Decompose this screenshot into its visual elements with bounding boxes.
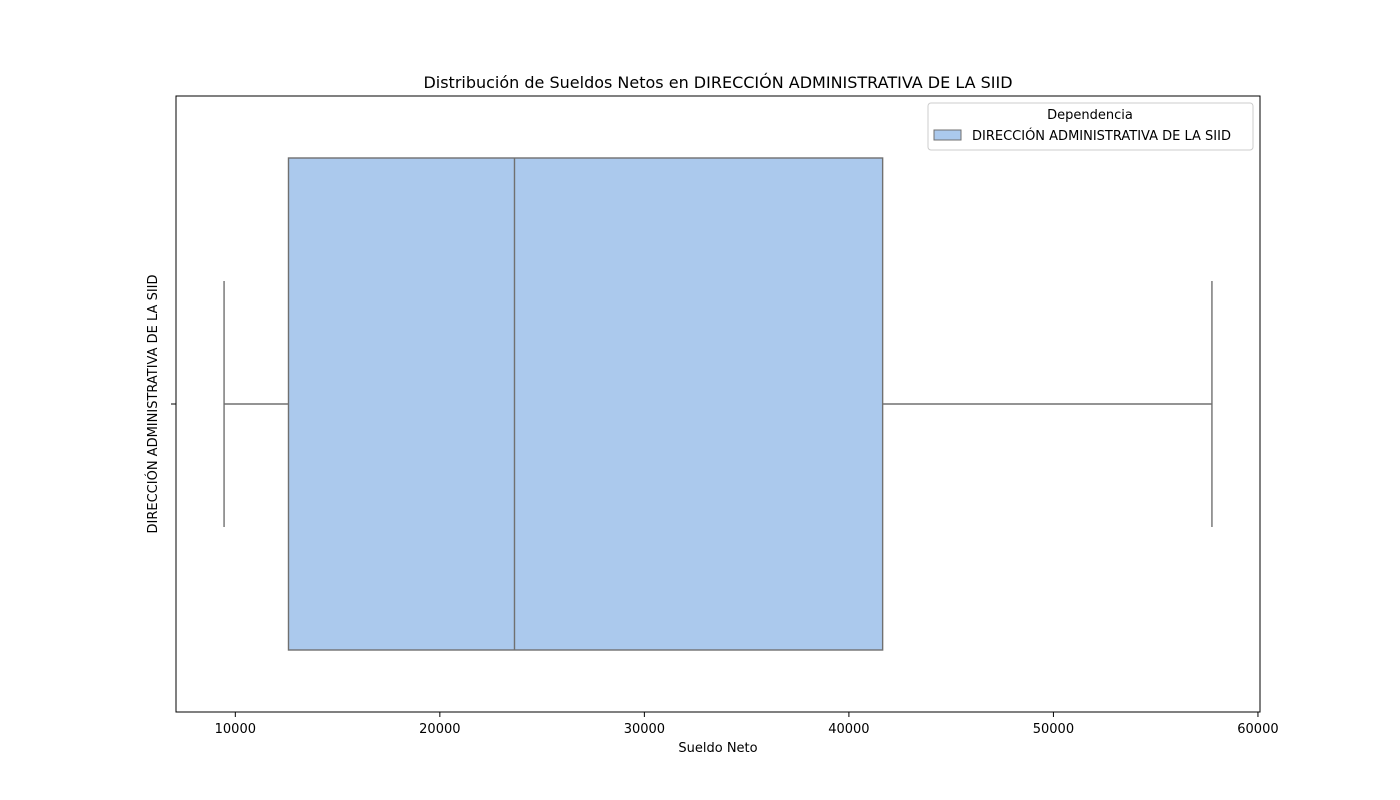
legend: Dependencia DIRECCIÓN ADMINISTRATIVA DE …	[927, 102, 1254, 151]
legend-frame	[927, 102, 1254, 151]
chart-title: Distribución de Sueldos Netos en DIRECCI…	[423, 73, 1012, 92]
x-tick-label: 50000	[1033, 722, 1074, 737]
interquartile-box	[287, 157, 884, 651]
legend-entry-label: DIRECCIÓN ADMINISTRATIVA DE LA SIID	[972, 128, 1231, 144]
legend-title: Dependencia	[1047, 108, 1133, 123]
legend-swatch	[933, 129, 962, 141]
x-tick-label: 60000	[1237, 722, 1278, 737]
x-tick-label: 40000	[828, 722, 869, 737]
box-layer	[223, 157, 1213, 651]
y-axis-label: DIRECCIÓN ADMINISTRATIVA DE LA SIID	[145, 275, 161, 534]
x-axis-label: Sueldo Neto	[678, 741, 757, 756]
x-axis: 10000 20000 30000 40000 50000 60000	[215, 712, 1279, 737]
x-tick-label: 20000	[419, 722, 460, 737]
x-tick-label: 30000	[624, 722, 665, 737]
x-tick-label: 10000	[215, 722, 256, 737]
